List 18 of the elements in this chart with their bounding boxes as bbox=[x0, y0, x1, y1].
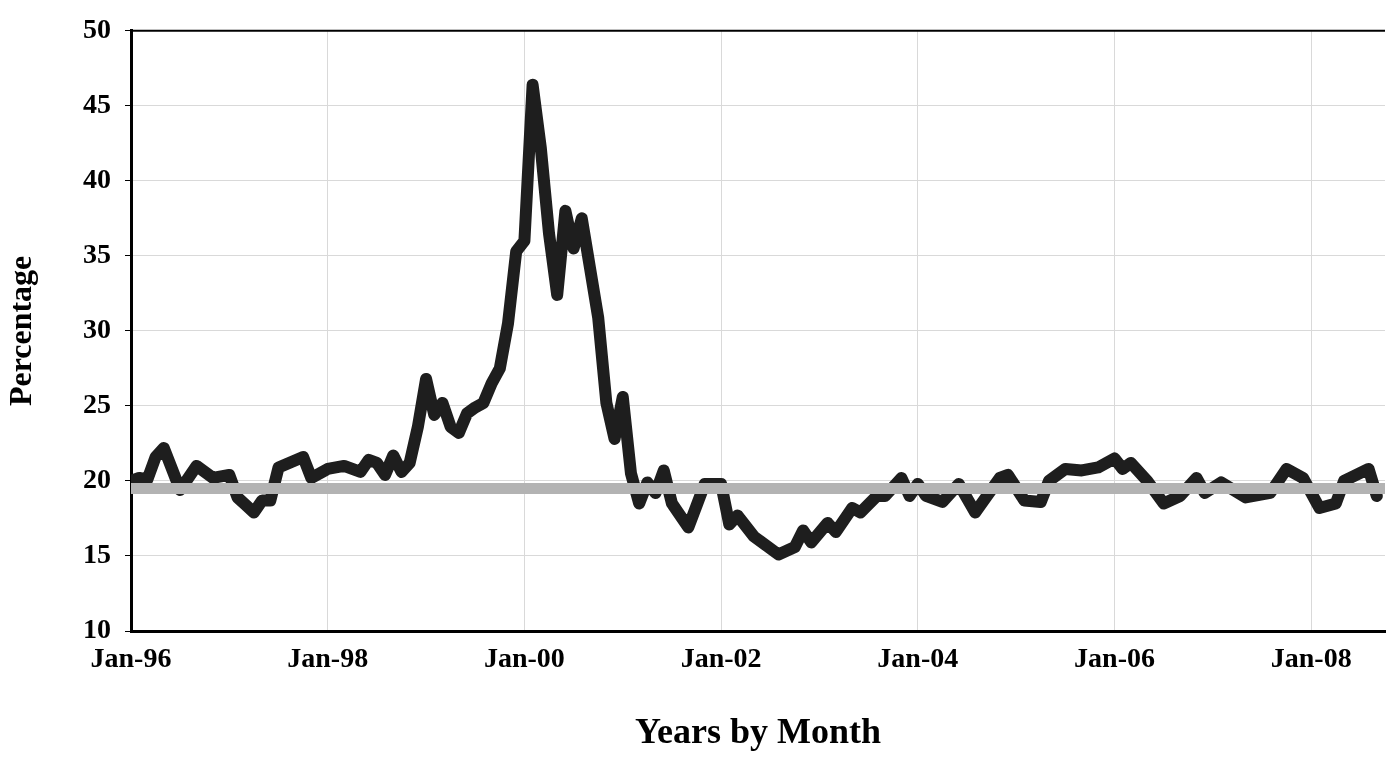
x-tick-label: Jan-96 bbox=[90, 642, 172, 674]
y-tick-label: 10 bbox=[83, 613, 111, 645]
x-tick-label: Jan-98 bbox=[287, 642, 369, 674]
y-tick-label: 20 bbox=[83, 463, 111, 495]
x-tick-label: Jan-04 bbox=[877, 642, 959, 674]
x-tick-label: Jan-00 bbox=[483, 642, 565, 674]
y-tick-label: 35 bbox=[83, 238, 111, 270]
x-tick-label: Jan-02 bbox=[680, 642, 762, 674]
y-tick-label: 45 bbox=[83, 88, 111, 120]
y-tick-label: 25 bbox=[83, 388, 111, 420]
x-axis-title: Years by Month bbox=[634, 710, 882, 751]
y-axis-title: Percentage bbox=[2, 255, 39, 407]
x-tick-label: Jan-06 bbox=[1074, 642, 1155, 674]
y-tick-label: 50 bbox=[83, 13, 111, 45]
y-tick-label: 15 bbox=[83, 538, 111, 570]
x-tick-label: Jan-08 bbox=[1270, 642, 1352, 674]
y-tick-label: 40 bbox=[83, 163, 111, 195]
y-tick-label: 30 bbox=[83, 313, 111, 345]
